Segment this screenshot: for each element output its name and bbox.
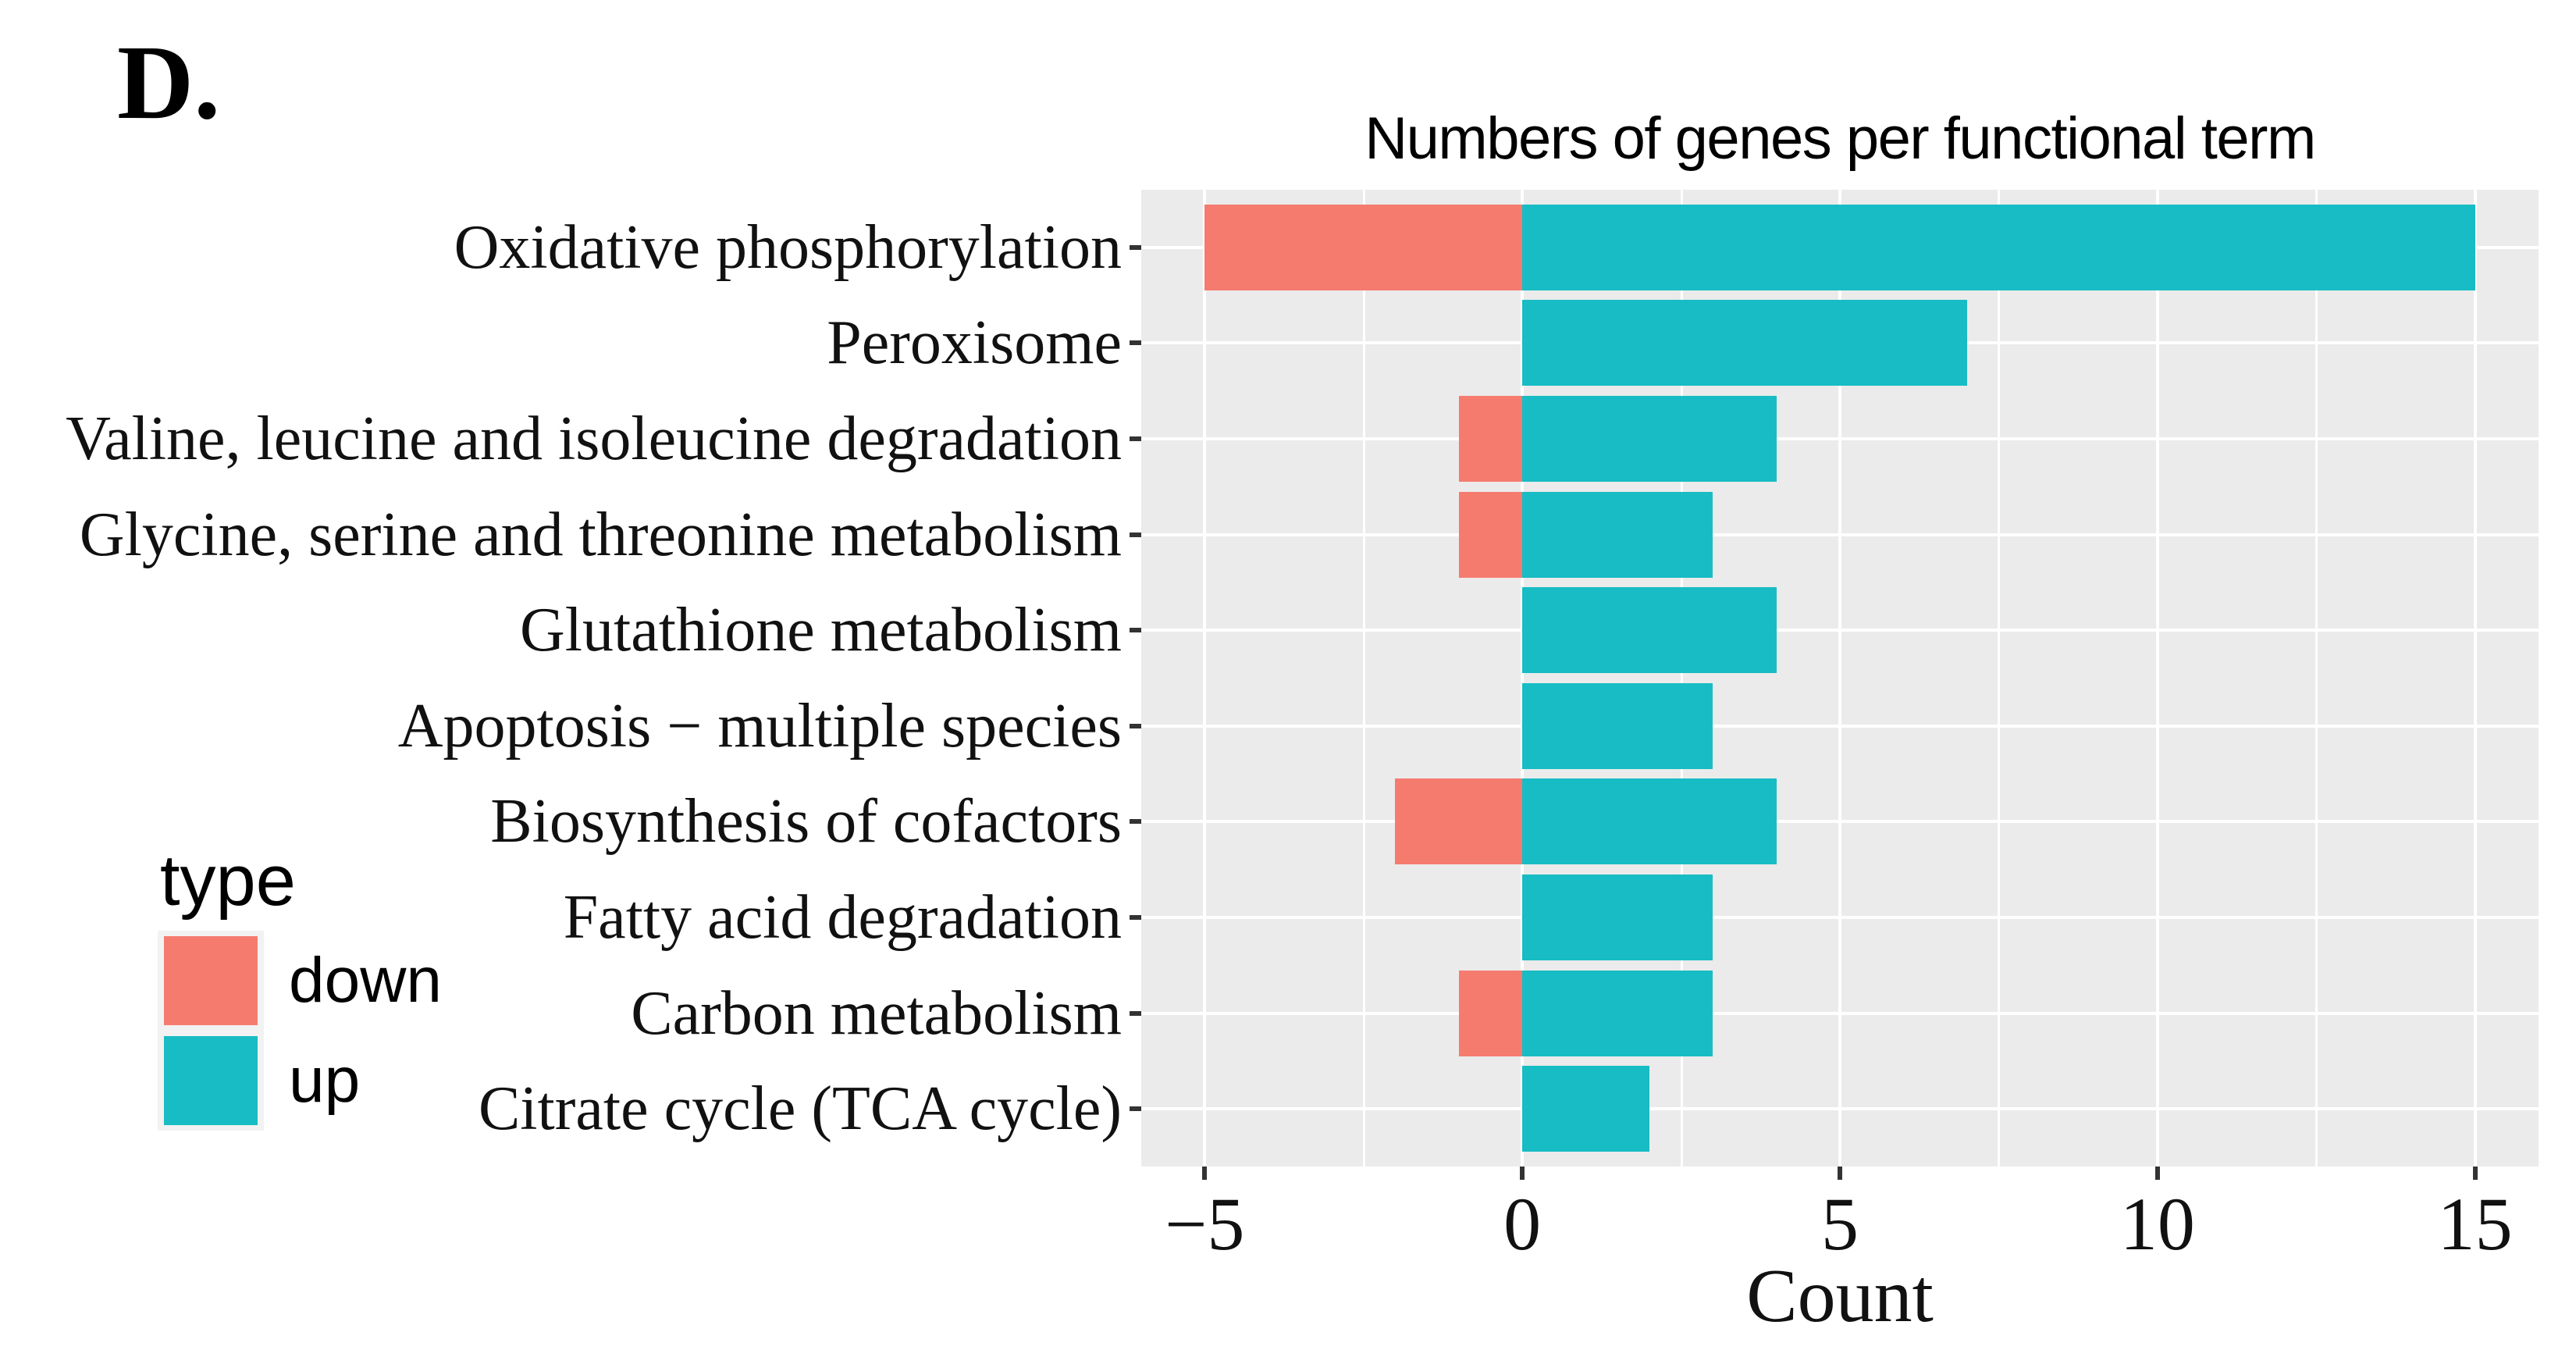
y-tick-mark [1130,915,1141,921]
x-tick-label: 15 [2437,1182,2513,1266]
x-tick-mark [1838,1167,1842,1180]
bar-up [1522,1066,1649,1152]
y-axis-category-label: Oxidative phosphorylation [454,212,1122,282]
legend-swatch-up [164,1036,258,1125]
y-axis-category-label: Glycine, serine and threonine metabolism [79,500,1122,569]
legend-label-down: down [289,945,443,1016]
legend-swatch-down [164,936,258,1025]
bar-down [1458,395,1523,482]
bar-down [1395,778,1523,865]
x-tick-mark [1202,1167,1208,1180]
y-axis-category-label: Carbon metabolism [631,978,1122,1048]
bar-up [1522,491,1713,578]
y-tick-mark [1130,1106,1141,1112]
x-tick-label: 0 [1503,1182,1542,1266]
legend-key [158,1031,264,1131]
bar-up [1522,300,1967,386]
bar-up [1522,204,2475,290]
bar-up [1522,587,1777,674]
bar-up [1522,778,1777,865]
y-axis-category-label: Citrate cycle (TCA cycle) [478,1074,1122,1144]
v-major-gridline [1203,190,1207,1167]
bar-down [1458,491,1523,578]
v-major-gridline [2155,190,2159,1167]
legend-key [158,931,264,1031]
bar-down [1204,204,1523,290]
x-axis-label: Count [1746,1254,1934,1338]
v-major-gridline [2473,190,2477,1167]
x-tick-mark [1520,1167,1525,1180]
x-tick-label: 10 [2119,1182,2195,1266]
bar-up [1522,970,1713,1056]
y-axis-category-label: Apoptosis − multiple species [397,691,1122,760]
y-axis-category-label: Biosynthesis of cofactors [490,787,1122,857]
bar-down [1458,970,1523,1056]
v-minor-gridline [1998,190,2001,1167]
legend-keys [158,931,264,1131]
y-tick-mark [1130,436,1141,441]
v-minor-gridline [1362,190,1365,1167]
y-tick-mark [1130,532,1141,537]
v-major-gridline [1838,190,1841,1167]
v-minor-gridline [1680,190,1683,1167]
y-tick-mark [1130,819,1141,825]
panel-label: D. [117,24,221,141]
bar-up [1522,682,1713,769]
legend-label-up: up [289,1045,361,1116]
v-major-gridline [1521,190,1525,1167]
y-tick-mark [1130,628,1141,633]
y-tick-mark [1130,244,1141,250]
v-minor-gridline [2315,190,2318,1167]
x-tick-mark [2154,1167,2160,1180]
plot-panel [1141,190,2539,1167]
y-axis-category-label: Glutathione metabolism [520,596,1122,665]
chart-title: Numbers of genes per functional term [1364,105,2316,172]
y-axis-category-label: Valine, leucine and isoleucine degradati… [66,404,1122,473]
y-tick-mark [1130,723,1141,728]
bar-up [1522,874,1713,961]
y-tick-mark [1130,340,1141,346]
legend-title: type [160,841,296,921]
y-tick-mark [1130,1010,1141,1016]
y-axis-category-label: Peroxisome [827,308,1122,378]
bar-up [1522,395,1777,482]
x-tick-mark [2472,1167,2478,1180]
y-axis-category-label: Fatty acid degradation [563,883,1122,953]
x-tick-label: −5 [1165,1182,1245,1266]
x-tick-label: 5 [1821,1182,1859,1266]
